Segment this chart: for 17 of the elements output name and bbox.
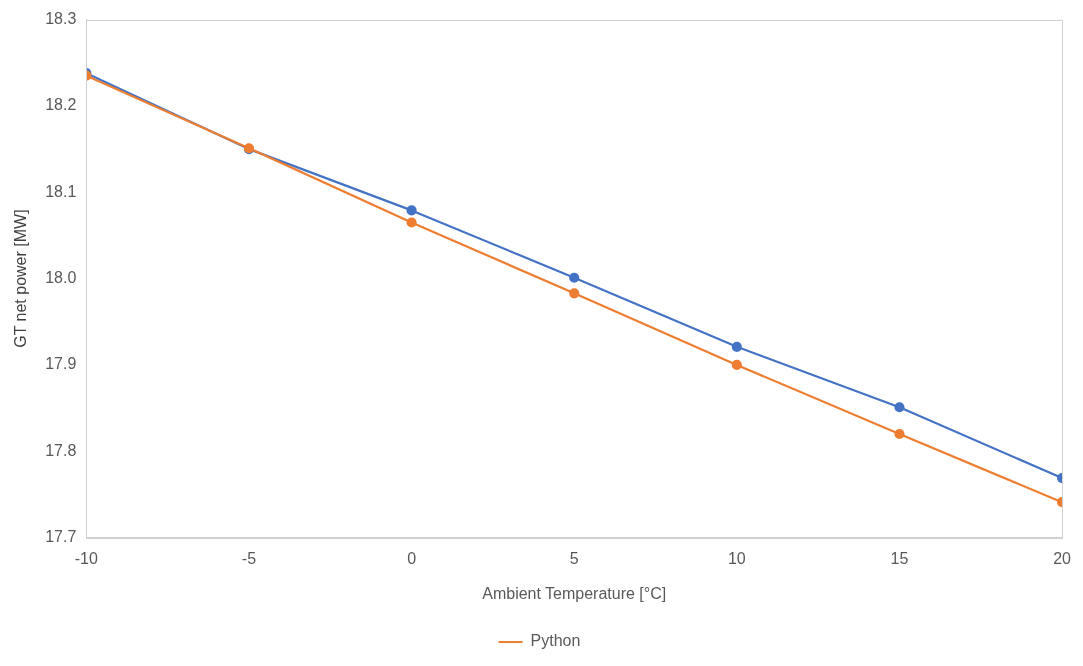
x-tick-label: 0: [407, 549, 417, 567]
y-tick-label: 18.0: [45, 269, 77, 287]
y-tick-label: 18.2: [45, 96, 77, 114]
x-tick-label: 20: [1053, 549, 1072, 567]
y-tick-label: 17.9: [45, 355, 77, 373]
x-axis-title: Ambient Temperature [°C]: [482, 584, 667, 602]
x-tick-label: 10: [727, 549, 746, 567]
x-tick-label: 5: [569, 549, 579, 567]
x-tick-label: -10: [74, 549, 98, 567]
x-tick-label: 15: [890, 549, 909, 567]
y-tick-label: 18.1: [45, 182, 77, 200]
y-tick-label: 18.3: [45, 10, 77, 28]
y-tick-label: 17.8: [45, 441, 77, 459]
legend-label: Python: [530, 632, 581, 650]
x-tick-label: -5: [241, 549, 257, 567]
y-tick-label: 17.7: [45, 528, 77, 546]
y-axis-title: GT net power [MW]: [12, 209, 30, 348]
